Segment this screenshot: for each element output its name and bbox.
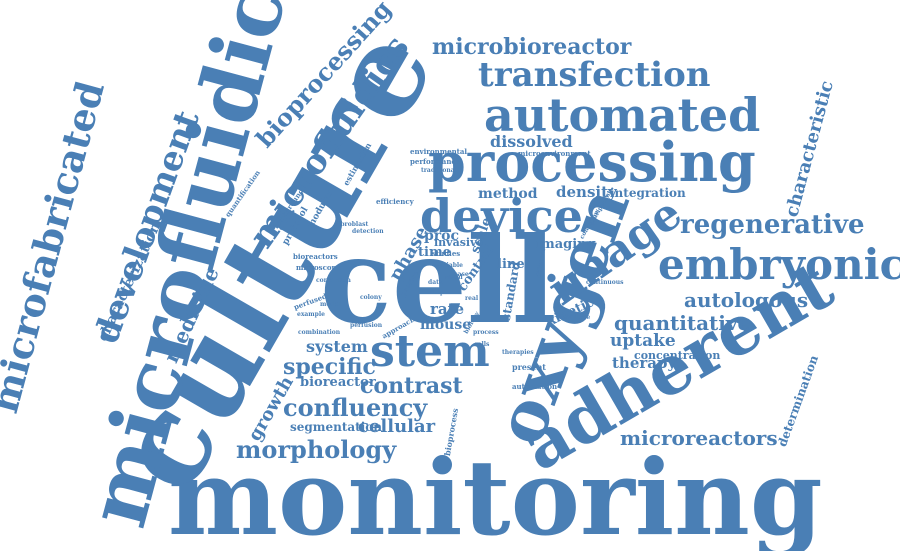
word-cells: cells [474,341,490,348]
word-microenvironment: microenvironment [518,149,591,158]
word-cell: cell [320,211,557,350]
word-dissolved: dissolved [490,132,573,151]
word-embryonic: embryonic [658,240,900,289]
word-studies: studies [432,249,461,258]
word-efficiency: efficiency [376,197,414,206]
word-invasive: invasive [434,236,484,249]
word-processing: processing [428,130,756,194]
word-mouse: mouse [420,317,472,333]
word-fibroblast: fibroblast [336,221,369,228]
word-density: density [556,183,617,201]
word-device: device [420,189,583,243]
word-confluency: confluency [283,393,428,422]
word-quantitative: quantitative [614,311,751,335]
word-present: present [512,362,547,372]
word-stem: stem [370,326,490,377]
word-autologous: autologous [684,288,809,312]
word-microreactors: microreactors [620,426,778,450]
word-variable: variable [436,262,463,269]
word-therapy: therapy [612,354,677,372]
word-segmentation: segmentation [290,420,382,434]
word-characteristic: characteristic [781,78,838,220]
word-automated: automated [484,88,761,142]
word-traditional: traditional [421,167,457,174]
word-step: step [430,289,445,296]
word-bioreactor: bioreactor [300,375,376,390]
word-real: real [465,295,479,302]
word-model: model [320,301,341,308]
word-time: time [418,245,451,260]
word-combination: combination [298,329,341,336]
word-uptake: uptake [610,331,676,351]
word-perfusion: perfusion [350,322,383,329]
word-proc: proc [424,228,460,244]
word-colony: colony [360,294,382,301]
word-microscope: microscope [296,263,341,272]
word-determination: determination [775,353,822,449]
word-process: process [473,329,499,336]
word-monitoring: monitoring [168,436,823,551]
word-microfabricated: microfabricated [0,76,114,418]
word-contrast: contrast [360,373,463,399]
word-line: line [497,257,525,272]
word-bioreactors: bioreactors [293,252,338,261]
word-example: example [297,311,325,318]
word-therapies: therapies [502,349,534,356]
word-integration: integration [610,186,686,200]
word-system: system [306,337,368,356]
word-correction: correction [316,277,351,284]
word-specific: specific [283,354,376,380]
word-facilitate: facilitate [560,314,591,321]
word-detection: detection [352,228,384,235]
word-case: case [454,271,469,278]
word-cellular: cellular [358,416,436,437]
word-regenerative: regenerative [680,210,865,240]
word-microbioreactor: microbioreactor [432,34,632,60]
word-environmental: environmental [410,147,468,156]
word-method: method [478,186,538,202]
word-rapid: rapid [445,274,463,281]
word-continuous: continuous [586,279,624,286]
word-rate: rate [430,300,465,318]
word-imaging: imaging [536,237,596,252]
word-data: data [428,279,443,286]
word-concentration: concentration [634,349,721,362]
word-automation: automation [512,382,558,391]
word-transfection: transfection [478,55,711,95]
word-morphology: morphology [236,435,397,464]
word-performance: performance [410,157,461,166]
